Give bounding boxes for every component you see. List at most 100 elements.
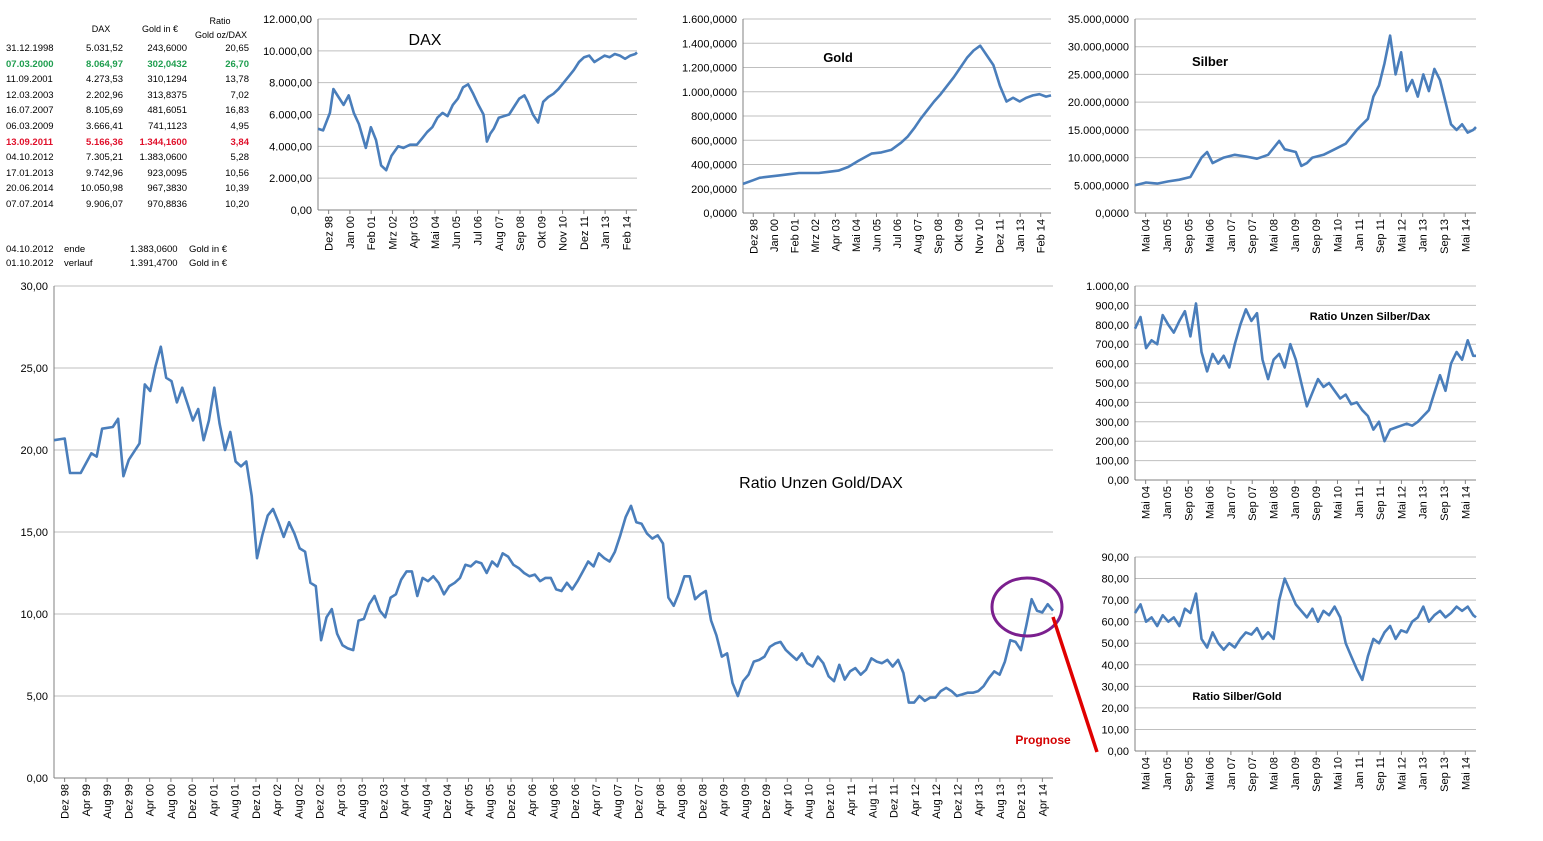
cell-date: 13.09.2011 xyxy=(6,136,54,148)
x-tick-label: Mai 08 xyxy=(1269,486,1281,519)
cell-date: 07.03.2000 xyxy=(6,58,54,70)
cell-date: 06.03.2009 xyxy=(6,121,54,132)
x-tick-label: Feb 14 xyxy=(621,216,633,250)
header-ratio-sub: Gold oz/DAX xyxy=(194,30,248,40)
x-tick-label: Apr 03 xyxy=(336,784,348,816)
x-tick-label: Dez 99 xyxy=(123,784,135,819)
cell-dax: 8.064,97 xyxy=(86,58,123,70)
x-tick-label: Jun 05 xyxy=(871,219,883,252)
x-tick-label: Dez 07 xyxy=(634,784,646,819)
x-tick-label: Sep 08 xyxy=(515,216,527,251)
x-tick-label: Mai 08 xyxy=(1269,757,1281,790)
x-tick-label: Apr 02 xyxy=(272,784,284,816)
chart-title: Ratio Unzen Gold/DAX xyxy=(739,475,903,492)
cell-gold: 310,1294 xyxy=(147,74,187,86)
cell-ratio: 10,20 xyxy=(225,199,249,210)
x-tick-label: Aug 13 xyxy=(995,784,1007,819)
y-tick-label: 1.000,0000 xyxy=(682,87,737,99)
x-tick-label: Apr 11 xyxy=(846,784,858,816)
x-tick-label: Mai 14 xyxy=(1460,486,1472,519)
chart-ratio_silber_gold: 0,00 10,00 20,00 30,00 40,00 50,00 60,00 70,00 8… xyxy=(1101,552,1477,792)
y-tick-label: 1.200,0000 xyxy=(682,63,737,75)
y-tick-label: 30.000,0000 xyxy=(1068,42,1129,54)
cell-gold: 313,8375 xyxy=(147,89,187,101)
y-tick-label: 10.000,0000 xyxy=(1068,153,1129,165)
x-tick-label: Mai 06 xyxy=(1205,486,1217,519)
y-tick-label: 20,00 xyxy=(1101,703,1129,715)
cell-gold: 1.383,0600 xyxy=(139,152,187,164)
table-row: 11.09.2001 4.273,53 310,1294 13,78 xyxy=(0,74,255,88)
x-tick-label: Apr 99 xyxy=(81,784,93,816)
x-tick-label: Jan 13 xyxy=(1418,486,1430,519)
cell-dax: 2.202,96 xyxy=(86,89,123,101)
chart-title: Silber xyxy=(1192,54,1228,69)
x-tick-label: Sep 05 xyxy=(1183,219,1195,254)
y-tick-label: 10,00 xyxy=(20,609,48,621)
x-tick-label: Apr 00 xyxy=(145,784,157,816)
cell-dax: 5.031,52 xyxy=(86,43,123,54)
x-tick-label: Jan 11 xyxy=(1354,219,1366,251)
y-tick-label: 10,00 xyxy=(1101,724,1129,736)
prognose-circle xyxy=(990,576,1064,638)
chart-title: Ratio Unzen Silber/Dax xyxy=(1310,311,1431,323)
x-tick-label: Jan 05 xyxy=(1162,486,1174,519)
y-tick-label: 400,00 xyxy=(1095,397,1129,409)
note-ende-date: 04.10.2012 xyxy=(6,244,54,255)
x-tick-label: Apr 09 xyxy=(719,784,731,816)
x-tick-label: Mai 06 xyxy=(1205,757,1217,790)
x-tick-label: Jan 07 xyxy=(1226,219,1238,252)
x-tick-label: Mai 12 xyxy=(1396,486,1408,519)
x-tick-label: Sep 07 xyxy=(1247,486,1259,521)
y-tick-label: 700,00 xyxy=(1095,339,1129,351)
header-ratio: Ratio xyxy=(209,16,231,26)
x-tick-label: Sep 05 xyxy=(1183,757,1195,792)
table-row: 31.12.1998 5.031,52 243,6000 20,65 xyxy=(0,43,255,57)
x-tick-label: Dez 11 xyxy=(889,784,901,818)
x-tick-label: Aug 02 xyxy=(293,784,305,819)
cell-dax: 9.742,96 xyxy=(86,167,123,179)
cell-gold: 741,1123 xyxy=(148,121,187,132)
x-tick-label: Jul 06 xyxy=(892,219,904,248)
cell-ratio: 16,83 xyxy=(225,105,249,117)
prognose-arrow xyxy=(1051,616,1099,753)
table-row: 07.07.2014 9.906,07 970,8836 10,20 xyxy=(0,199,255,213)
x-tick-label: Mai 06 xyxy=(1205,219,1217,252)
table-row: 16.07.2007 8.105,69 481,6051 16,83 xyxy=(0,105,255,119)
y-tick-label: 12.000,00 xyxy=(263,14,312,26)
prognose-label: Prognose xyxy=(1015,733,1071,747)
note-ende-value: 1.383,0600 xyxy=(130,244,178,255)
cell-dax: 4.273,53 xyxy=(86,74,123,86)
chart-gold: 0,0000 200,0000 400,0000 600,0000 800,0000 1.… xyxy=(682,14,1052,254)
cell-ratio: 5,28 xyxy=(230,152,250,164)
y-tick-label: 25.000,0000 xyxy=(1068,69,1129,81)
y-tick-label: 90,00 xyxy=(1101,552,1129,564)
x-tick-label: Aug 10 xyxy=(804,784,816,819)
chart-ratio_silber_dax: 0,00 100,00 200,00 300,00 400,00 500,00 600,00… xyxy=(1086,281,1476,521)
cell-date: 12.03.2003 xyxy=(6,89,54,101)
series-line xyxy=(1134,34,1477,187)
x-tick-label: Jan 07 xyxy=(1226,757,1238,790)
x-tick-label: Mai 04 xyxy=(1141,486,1153,519)
x-tick-label: Apr 05 xyxy=(463,784,475,816)
x-tick-label: Apr 01 xyxy=(208,784,220,816)
x-tick-label: Apr 12 xyxy=(910,784,922,816)
cell-ratio: 7,02 xyxy=(230,89,250,101)
y-tick-label: 0,00 xyxy=(1108,746,1129,758)
chart-dax: 0,00 2.000,00 4.000,00 6.000,00 8.000,00 10.0… xyxy=(263,14,638,251)
note-verlauf-label: verlauf xyxy=(64,258,93,269)
y-tick-label: 800,0000 xyxy=(691,111,737,123)
x-tick-label: Aug 03 xyxy=(357,784,369,819)
x-tick-label: Sep 11 xyxy=(1375,757,1387,791)
x-tick-label: Okt 09 xyxy=(954,219,966,251)
x-tick-label: Sep 07 xyxy=(1247,757,1259,792)
chart-ratio_gold_dax: 0,00 5,00 10,00 15,00 20,00 25,00 30,00 Dez 98 A… xyxy=(20,281,1099,819)
note-verlauf-unit: Gold in € xyxy=(189,258,228,269)
table-row: 12.03.2003 2.202,96 313,8375 7,02 xyxy=(0,90,255,104)
x-tick-label: Dez 01 xyxy=(251,784,263,819)
x-tick-label: Mai 10 xyxy=(1332,757,1344,790)
x-tick-label: Mai 10 xyxy=(1332,486,1344,519)
x-tick-label: Dez 11 xyxy=(579,216,591,250)
x-tick-label: Okt 09 xyxy=(536,216,548,248)
x-tick-label: Dez 02 xyxy=(315,784,327,819)
x-tick-label: Dez 08 xyxy=(697,784,709,819)
